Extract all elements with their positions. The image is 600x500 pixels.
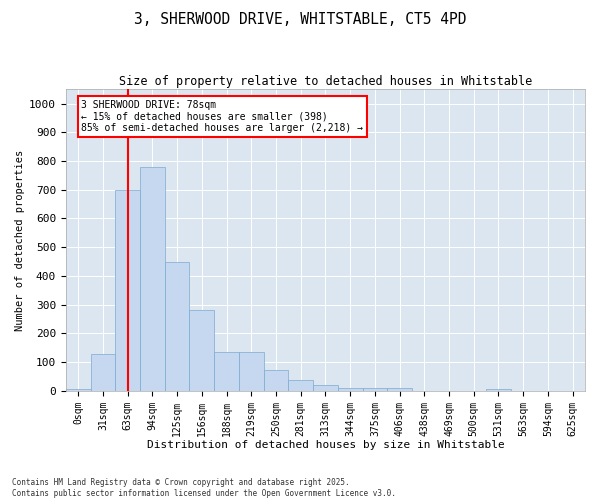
Bar	[190, 310, 214, 391]
Bar	[165, 262, 190, 391]
Bar	[338, 388, 362, 391]
Bar	[263, 370, 289, 391]
Text: 3 SHERWOOD DRIVE: 78sqm
← 15% of detached houses are smaller (398)
85% of semi-d: 3 SHERWOOD DRIVE: 78sqm ← 15% of detache…	[82, 100, 364, 133]
Bar	[239, 352, 263, 391]
Bar	[91, 354, 115, 391]
Bar	[362, 388, 387, 391]
Text: 3, SHERWOOD DRIVE, WHITSTABLE, CT5 4PD: 3, SHERWOOD DRIVE, WHITSTABLE, CT5 4PD	[134, 12, 466, 28]
X-axis label: Distribution of detached houses by size in Whitstable: Distribution of detached houses by size …	[146, 440, 505, 450]
Bar	[140, 166, 165, 391]
Bar	[486, 388, 511, 391]
Text: Contains HM Land Registry data © Crown copyright and database right 2025.
Contai: Contains HM Land Registry data © Crown c…	[12, 478, 396, 498]
Bar	[115, 190, 140, 391]
Bar	[66, 390, 91, 391]
Bar	[289, 380, 313, 391]
Y-axis label: Number of detached properties: Number of detached properties	[15, 150, 25, 330]
Bar	[313, 384, 338, 391]
Title: Size of property relative to detached houses in Whitstable: Size of property relative to detached ho…	[119, 75, 532, 88]
Bar	[387, 388, 412, 391]
Bar	[214, 352, 239, 391]
